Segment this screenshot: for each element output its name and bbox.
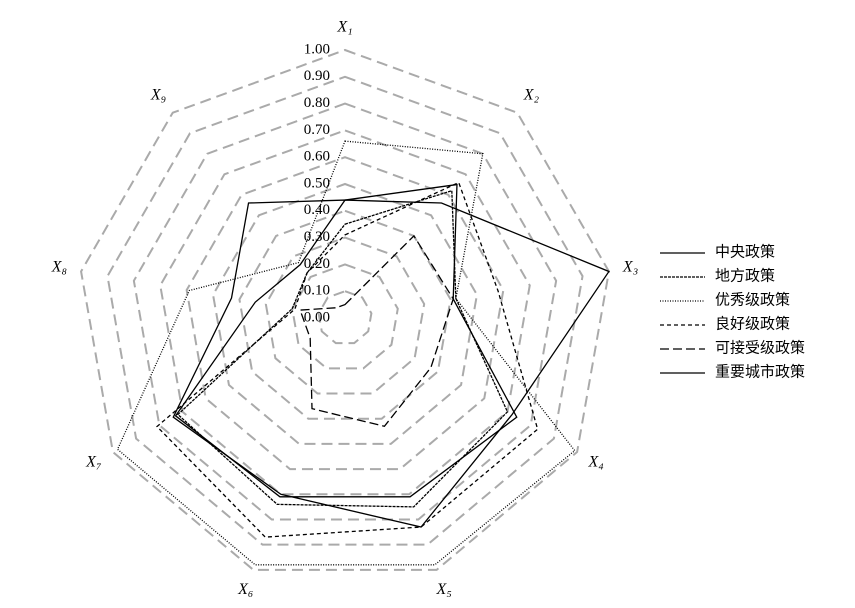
r-tick-label: 0.30 bbox=[304, 229, 330, 245]
series-line bbox=[172, 199, 610, 528]
series-line bbox=[174, 183, 518, 498]
axis-label: X₇ bbox=[85, 454, 102, 471]
grid-ring bbox=[291, 263, 399, 370]
axis-label: X₂ bbox=[523, 87, 540, 104]
grid-ring bbox=[185, 156, 505, 471]
grid-ring bbox=[264, 236, 426, 395]
r-tick-label: 0.80 bbox=[304, 95, 330, 111]
legend-label: 重要城市政策 bbox=[715, 363, 805, 380]
grid-ring bbox=[211, 182, 479, 445]
axis-label: X₃ bbox=[622, 258, 638, 275]
axis-label: X₆ bbox=[237, 581, 253, 598]
r-tick-label: 0.00 bbox=[304, 309, 330, 325]
axis-label: X₄ bbox=[587, 454, 603, 471]
axis-label: X₉ bbox=[150, 87, 166, 104]
grid-ring bbox=[80, 48, 610, 571]
r-tick-label: 0.40 bbox=[304, 202, 330, 218]
grid-ring bbox=[317, 290, 373, 345]
grid-ring bbox=[159, 129, 531, 496]
legend-label: 可接受级政策 bbox=[715, 339, 805, 356]
r-tick-label: 0.60 bbox=[304, 149, 330, 165]
series-line bbox=[116, 140, 576, 566]
series-line bbox=[299, 234, 454, 428]
r-tick-label: 0.70 bbox=[304, 122, 330, 138]
legend-label: 优秀级政策 bbox=[715, 291, 790, 308]
axis-label: X₁ bbox=[336, 19, 352, 36]
r-tick-label: 0.50 bbox=[304, 175, 330, 191]
legend-label: 中央政策 bbox=[715, 243, 775, 260]
axis-label: X₅ bbox=[436, 581, 452, 598]
legend-label: 良好级政策 bbox=[715, 315, 790, 332]
grid-ring bbox=[132, 102, 558, 521]
legend-label: 地方政策 bbox=[715, 267, 775, 284]
series-line bbox=[176, 189, 509, 508]
r-tick-label: 1.00 bbox=[304, 41, 330, 57]
r-tick-label: 0.90 bbox=[304, 68, 330, 84]
axis-label: X₈ bbox=[51, 258, 67, 275]
grid-ring bbox=[106, 75, 584, 546]
grid-ring bbox=[238, 209, 452, 420]
series-line bbox=[156, 181, 539, 538]
r-tick-label: 0.10 bbox=[304, 283, 330, 299]
